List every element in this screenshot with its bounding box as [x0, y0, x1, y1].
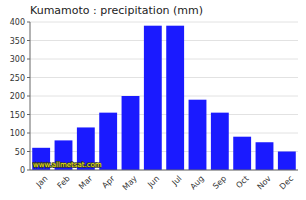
x-tick-label: Sep — [211, 174, 228, 191]
bar — [144, 26, 162, 170]
x-tick-label: Nov — [255, 174, 273, 192]
x-tick-label: Mar — [77, 174, 95, 192]
bar — [278, 152, 296, 171]
y-axis: 0 50 100 150 200 250 300 350 400 — [10, 18, 298, 175]
chart-container: 050100150200250300350400JanFebMarAprMayJ… — [0, 0, 306, 200]
bar — [256, 142, 274, 170]
y-tick-label: 0 — [20, 166, 25, 175]
y-tick-label: 250 — [10, 74, 25, 83]
y-axis-line — [30, 22, 31, 170]
x-tick-label: Aug — [188, 174, 205, 191]
bar — [189, 100, 207, 170]
bar — [122, 96, 140, 170]
grid-line — [30, 114, 298, 115]
y-tick-label: 400 — [10, 18, 25, 27]
x-tick-label: Jan — [34, 174, 50, 190]
bar — [233, 137, 251, 170]
grid-line — [30, 22, 298, 23]
grid-line — [30, 96, 298, 97]
x-tick-label: Apr — [100, 174, 117, 191]
grid-line — [30, 40, 298, 41]
chart-svg: 050100150200250300350400JanFebMarAprMayJ… — [0, 0, 306, 200]
bar — [166, 26, 184, 170]
x-tick-label: Oct — [234, 174, 250, 190]
x-tick-label: Feb — [55, 174, 71, 190]
y-tick-label: 200 — [10, 92, 25, 101]
bar — [211, 113, 229, 170]
x-axis-line — [30, 170, 298, 171]
y-tick-label: 350 — [10, 37, 25, 46]
grid-line — [30, 59, 298, 60]
watermark: www.allmetsat.com — [33, 161, 102, 169]
y-tick-label: 150 — [10, 111, 25, 120]
grid-line — [30, 170, 298, 171]
x-axis: Jan Feb Mar AprMay Jun Jul Aug Sep Oct Nov Dec — [34, 174, 295, 193]
bar — [99, 113, 117, 170]
grid-line — [30, 77, 298, 78]
x-tick-label: Jun — [145, 174, 161, 190]
x-tick-label: May — [121, 174, 139, 192]
x-tick-label: Dec — [278, 174, 295, 191]
y-tick-label: 300 — [10, 55, 25, 64]
bars — [32, 26, 296, 170]
title: Kumamoto : precipitation (mm) — [30, 4, 203, 17]
grid-line — [30, 133, 298, 134]
y-tick-label: 50 — [15, 148, 25, 157]
x-tick-label: Jul — [170, 174, 184, 188]
y-tick-label: 100 — [10, 129, 25, 138]
